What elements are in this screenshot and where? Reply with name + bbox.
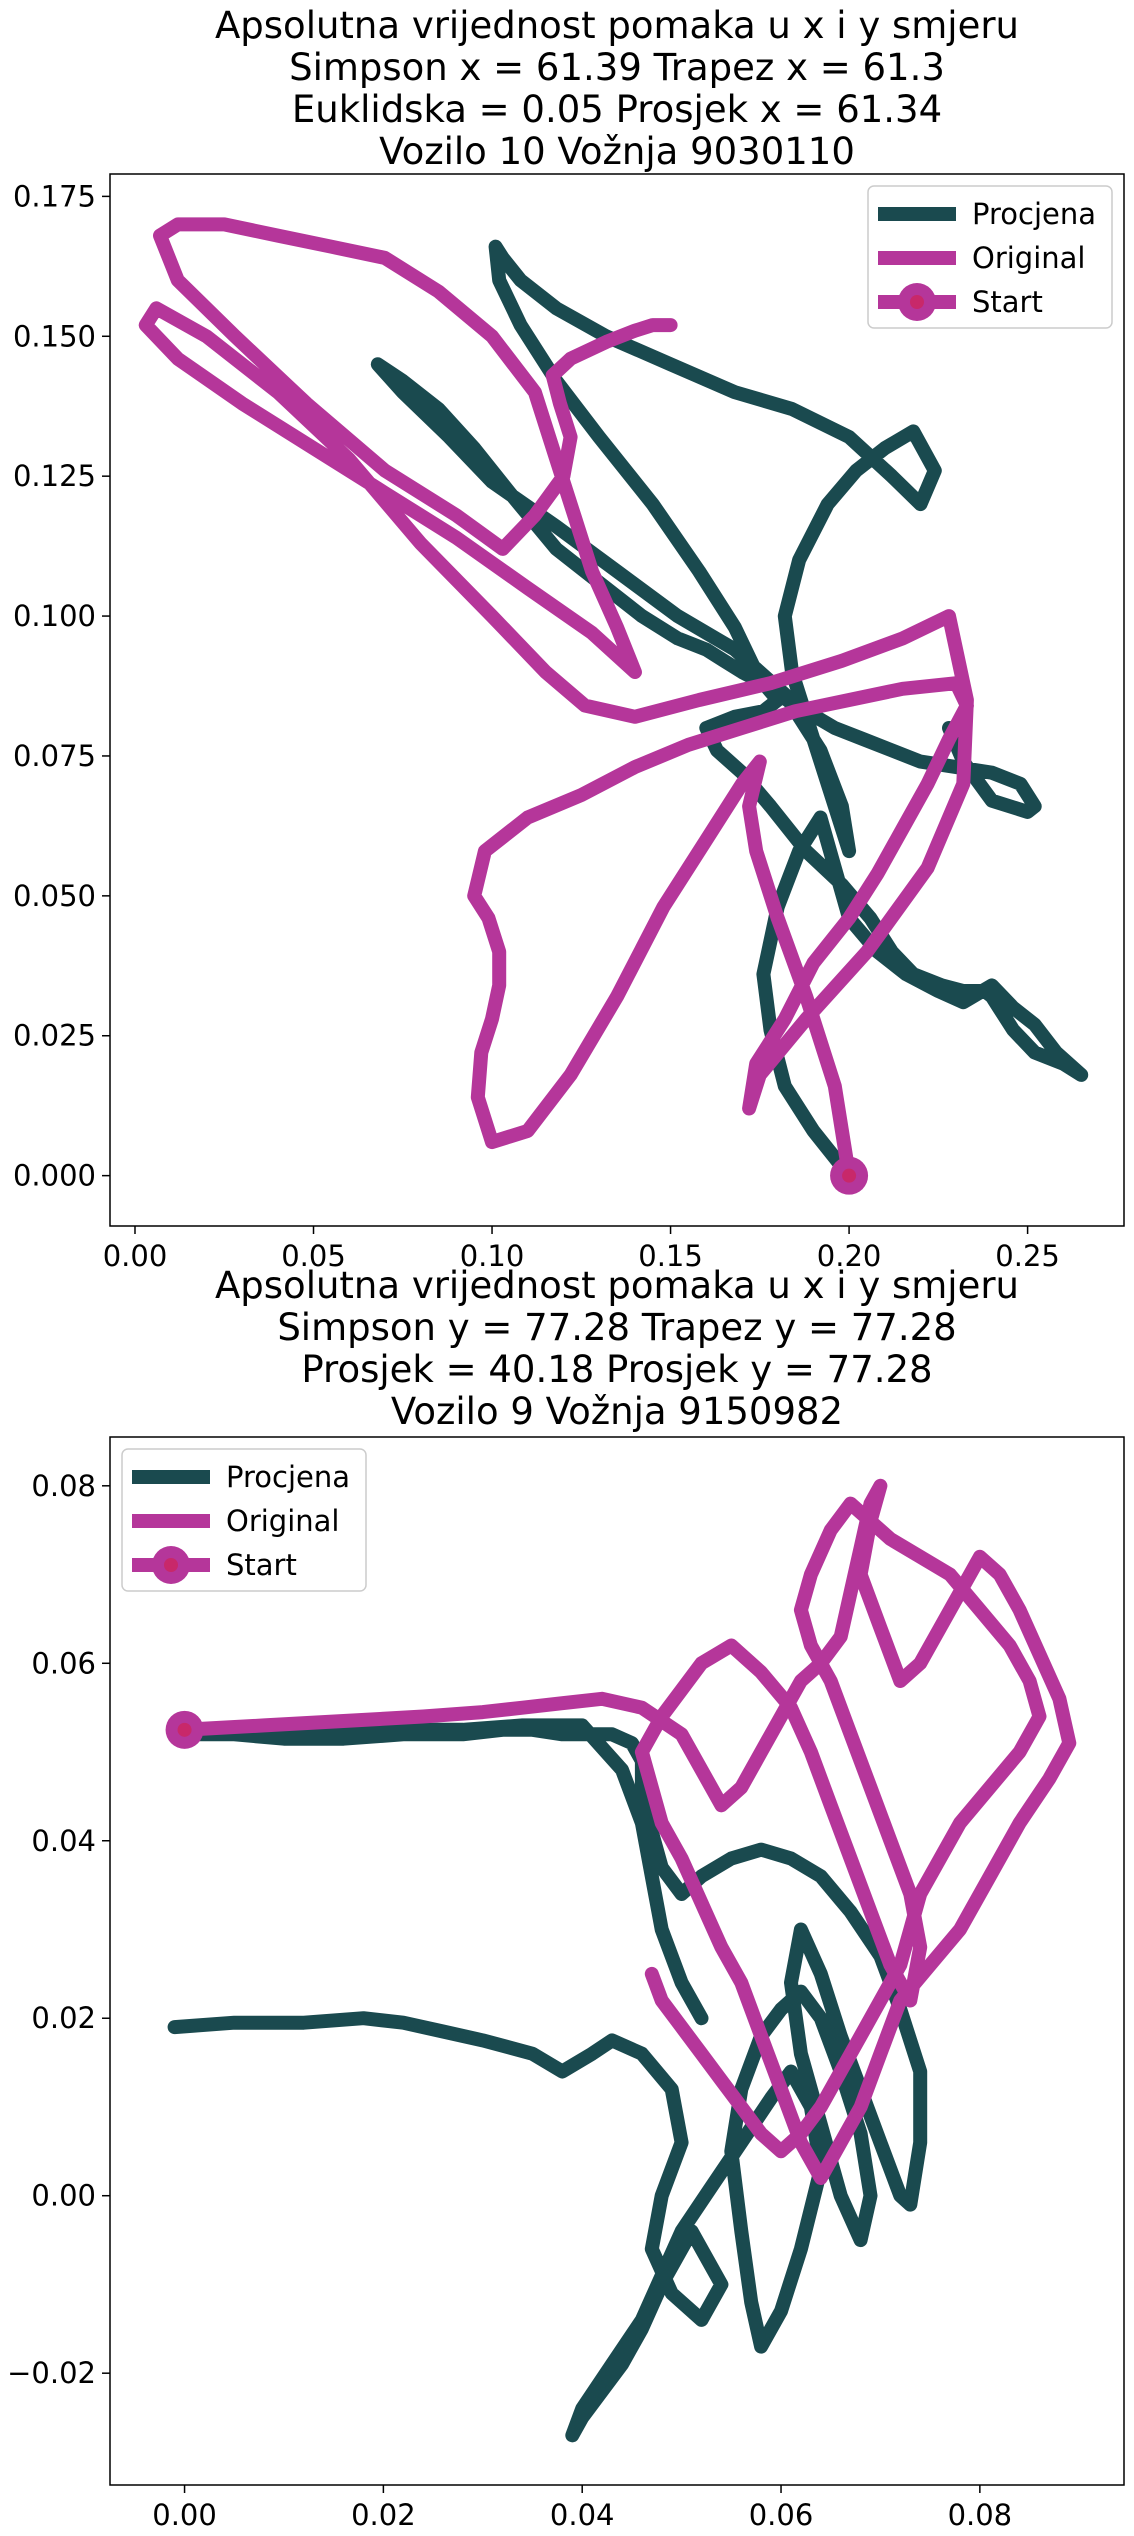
legend-label-procjena: Procjena: [972, 197, 1096, 231]
y-tick-label: 0.000: [13, 1159, 96, 1193]
chart-top: Apsolutna vrijednost pomaka u x i y smje…: [13, 4, 1125, 1273]
title-line-1: Apsolutna vrijednost pomaka u x i y smje…: [215, 4, 1019, 47]
title-line-3: Prosjek = 40.18 Prosjek y = 77.28: [301, 1348, 932, 1391]
title-line-1: Apsolutna vrijednost pomaka u x i y smje…: [215, 1264, 1019, 1307]
axes-frame: [109, 1436, 1125, 2486]
x-tick-label: 0.04: [550, 2498, 615, 2532]
x-tick-label: 0.20: [817, 1239, 882, 1273]
legend-label-procjena: Procjena: [226, 1460, 350, 1494]
y-tick-label: 0.04: [31, 1824, 96, 1858]
x-tick-label: 0.06: [749, 2498, 814, 2532]
title-line-3: Euklidska = 0.05 Prosjek x = 61.34: [292, 88, 942, 131]
y-tick-label: 0.08: [31, 1469, 96, 1503]
y-tick-label: 0.100: [13, 599, 96, 633]
series-line-procjena: [370, 239, 1089, 1183]
x-tick-label: 0.00: [152, 2498, 217, 2532]
y-tick-label: 0.175: [13, 179, 96, 213]
x-tick-label: 0.00: [103, 1239, 168, 1273]
x-tick-label: 0.10: [460, 1239, 525, 1273]
x-tick-label: 0.15: [638, 1239, 703, 1273]
start-marker-center: [842, 1168, 857, 1183]
y-tick-label: 0.075: [13, 739, 96, 773]
chart-bottom: Apsolutna vrijednost pomaka u x i y smje…: [7, 1264, 1125, 2532]
title-line-4: Vozilo 10 Vožnja 9030110: [379, 130, 855, 173]
title-line-2: Simpson x = 61.39 Trapez x = 61.3: [289, 46, 945, 89]
x-tick-label: 0.05: [281, 1239, 346, 1273]
legend: Procjena Original Start: [121, 1448, 367, 1592]
legend-label-original: Original: [972, 241, 1085, 275]
x-tick-label: 0.08: [948, 2498, 1013, 2532]
axes-frame: [109, 173, 1125, 1227]
title-line-4: Vozilo 9 Vožnja 9150982: [391, 1390, 843, 1433]
x-tick-label: 0.02: [351, 2498, 416, 2532]
y-tick-label: −0.02: [7, 2356, 96, 2390]
y-tick-label: 0.02: [31, 2001, 96, 2035]
y-tick-label: 0.050: [13, 879, 96, 913]
legend: Procjena Original Start: [867, 185, 1113, 329]
series-line-original: [138, 217, 974, 1183]
legend-start-marker-center: [164, 1558, 178, 1572]
y-tick-label: 0.00: [31, 2179, 96, 2213]
y-tick-label: 0.150: [13, 319, 96, 353]
legend-label-start: Start: [226, 1548, 297, 1582]
title-line-2: Simpson y = 77.28 Trapez y = 77.28: [277, 1306, 956, 1349]
series-line-original: [177, 1478, 1077, 2185]
legend-label-original: Original: [226, 1504, 339, 1538]
legend-label-start: Start: [972, 285, 1043, 319]
start-marker-center: [177, 1722, 192, 1737]
series-line-procjena: [167, 1718, 928, 2443]
y-tick-label: 0.125: [13, 459, 96, 493]
x-tick-label: 0.25: [995, 1239, 1060, 1273]
legend-start-marker-center: [910, 295, 924, 309]
y-tick-label: 0.06: [31, 1646, 96, 1680]
y-tick-label: 0.025: [13, 1019, 96, 1053]
